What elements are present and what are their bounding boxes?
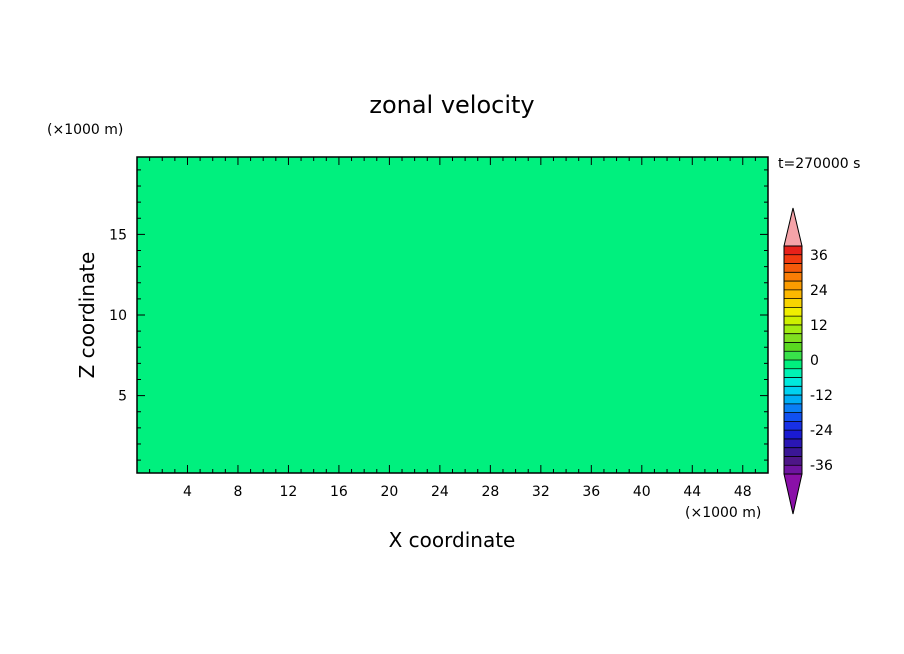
colorbar-swatch	[784, 465, 802, 474]
colorbar-frame	[783, 245, 803, 475]
x-tick-label: 8	[233, 484, 242, 500]
x-tick-label: 32	[532, 484, 550, 500]
colorbar-swatch	[784, 289, 802, 299]
x-tick-label: 24	[431, 484, 449, 500]
x-tick-label: 36	[582, 484, 600, 500]
y-tick-label: 10	[109, 308, 127, 324]
colorbar-swatch	[784, 263, 802, 273]
x-tick-label: 4	[183, 484, 192, 500]
x-axis-ticks: 4 8 12 16 20 24 28 32 36 40 44 48	[149, 157, 756, 500]
x-tick-label: 12	[280, 484, 298, 500]
colorbar-swatch	[784, 368, 802, 378]
colorbar-swatch	[784, 307, 802, 317]
colorbar-swatch	[784, 456, 802, 466]
x-tick-label: 28	[481, 484, 499, 500]
colorbar-swatch	[784, 298, 802, 308]
colorbar-swatch	[784, 324, 802, 334]
colorbar-top-triangle	[783, 207, 803, 247]
x-axis-label: X coordinate	[389, 528, 516, 552]
colorbar-swatch	[784, 281, 802, 290]
colorbar-swatch	[784, 421, 802, 431]
colorbar-swatch	[784, 386, 802, 396]
colorbar-bottom-triangle	[783, 473, 803, 515]
y-tick-label: 15	[109, 227, 127, 243]
x-tick-label: 40	[633, 484, 651, 500]
colorbar-swatch	[784, 246, 802, 255]
y-unit-label: (×1000 m)	[47, 122, 123, 138]
colorbar-tick-label: 0	[810, 353, 819, 369]
chart-title: zonal velocity	[369, 91, 534, 119]
y-tick-label: 5	[118, 389, 127, 405]
contour-field	[137, 157, 768, 473]
contour-region	[137, 157, 768, 473]
colorbar-swatch	[784, 351, 802, 360]
colorbar-swatch	[784, 342, 802, 352]
colorbar: 36 24 12 0 -12 -24 -36	[783, 207, 833, 515]
x-tick-label: 44	[683, 484, 701, 500]
colorbar-swatch	[784, 438, 802, 448]
x-tick-label: 20	[380, 484, 398, 500]
colorbar-swatch	[784, 395, 802, 404]
y-axis-ticks: 5 10 15	[109, 169, 768, 461]
colorbar-swatch	[784, 316, 802, 325]
y-axis-label: Z coordinate	[75, 252, 99, 379]
x-unit-label: (×1000 m)	[685, 505, 761, 521]
colorbar-swatch	[784, 360, 802, 369]
colorbar-tick-label: -36	[810, 458, 833, 474]
colorbar-swatch	[784, 254, 802, 264]
colorbar-tick-label: -12	[810, 388, 833, 404]
colorbar-swatch	[784, 272, 802, 282]
colorbar-tick-label: 24	[810, 283, 828, 299]
colorbar-swatch	[784, 377, 802, 387]
colorbar-swatch	[784, 403, 802, 413]
colorbar-swatch	[784, 333, 802, 343]
colorbar-tick-label: 36	[810, 248, 828, 264]
colorbar-swatch	[784, 412, 802, 422]
colorbar-tick-label: 12	[810, 318, 828, 334]
colorbar-tick-label: -24	[810, 423, 833, 439]
x-tick-label: 48	[734, 484, 752, 500]
colorbar-swatch	[784, 430, 802, 439]
colorbar-swatch	[784, 447, 802, 457]
x-tick-label: 16	[330, 484, 348, 500]
time-label: t=270000 s	[778, 156, 860, 172]
